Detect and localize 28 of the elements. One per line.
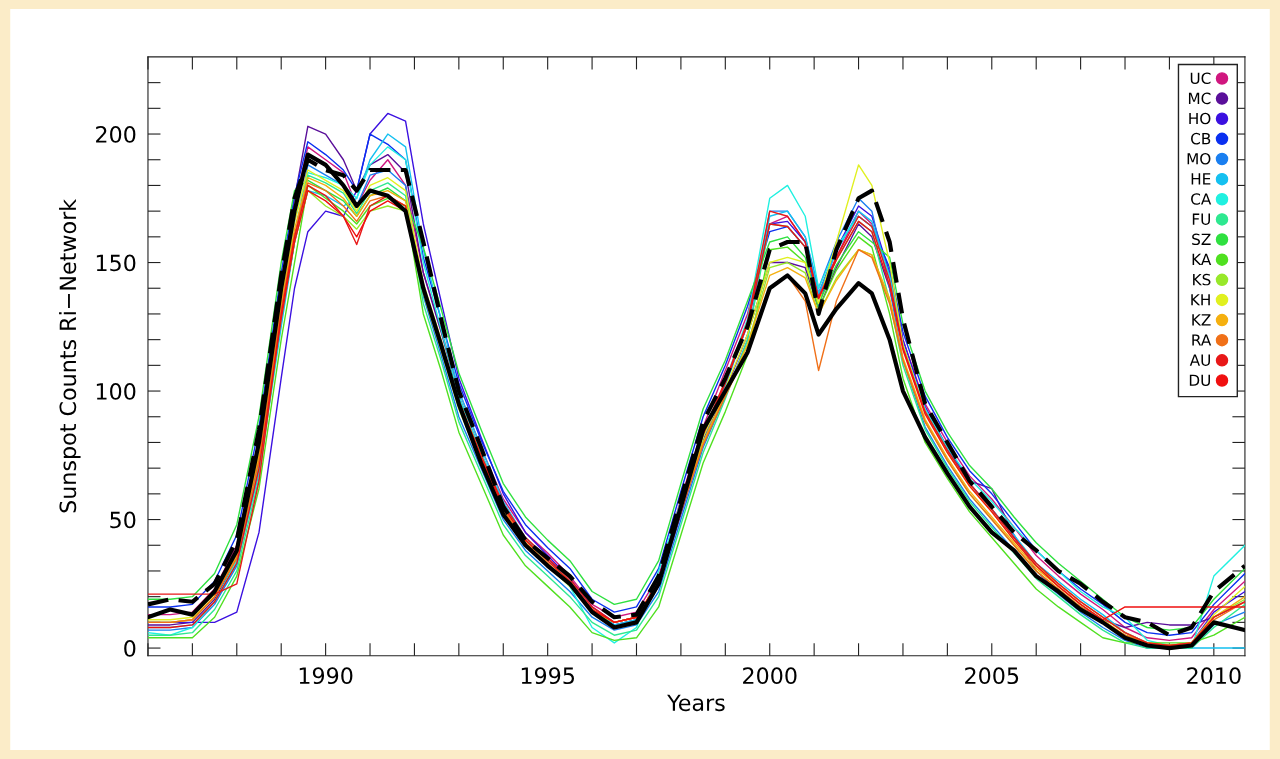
legend-label: KH [1191, 294, 1210, 306]
y-tick-label: 50 [110, 511, 136, 529]
y-axis-title: Sunspot Counts Ri−Network [59, 198, 81, 513]
legend-label: KZ [1192, 314, 1211, 326]
y-tick-label: 200 [96, 125, 136, 143]
legend-label: AU [1189, 354, 1210, 366]
legend-label: HE [1191, 173, 1211, 185]
legend-label: MO [1187, 153, 1211, 165]
legend-label: RA [1192, 334, 1212, 346]
legend-label: DU [1189, 374, 1210, 387]
x-tick-label: 1995 [521, 667, 575, 685]
legend-label: KA [1192, 253, 1212, 266]
y-tick-label: 150 [96, 254, 136, 272]
x-axis-title: Years [667, 694, 725, 712]
legend-label: CA [1191, 193, 1212, 205]
x-tick-label: 2000 [743, 667, 797, 685]
legend-label: CB [1191, 132, 1211, 145]
legend-label: UC [1190, 72, 1211, 85]
y-tick-label: 100 [96, 383, 136, 400]
x-tick-label: 2010 [1187, 667, 1241, 685]
legend-label: KS [1193, 273, 1211, 286]
legend-label: SZ [1192, 233, 1211, 246]
legend-label: MC [1188, 92, 1211, 105]
x-tick-label: 1990 [299, 667, 353, 685]
legend-label: HO [1189, 112, 1211, 125]
legend-label: FU [1192, 213, 1210, 225]
y-tick-label: 0 [124, 640, 136, 657]
x-tick-label: 2005 [965, 667, 1019, 685]
